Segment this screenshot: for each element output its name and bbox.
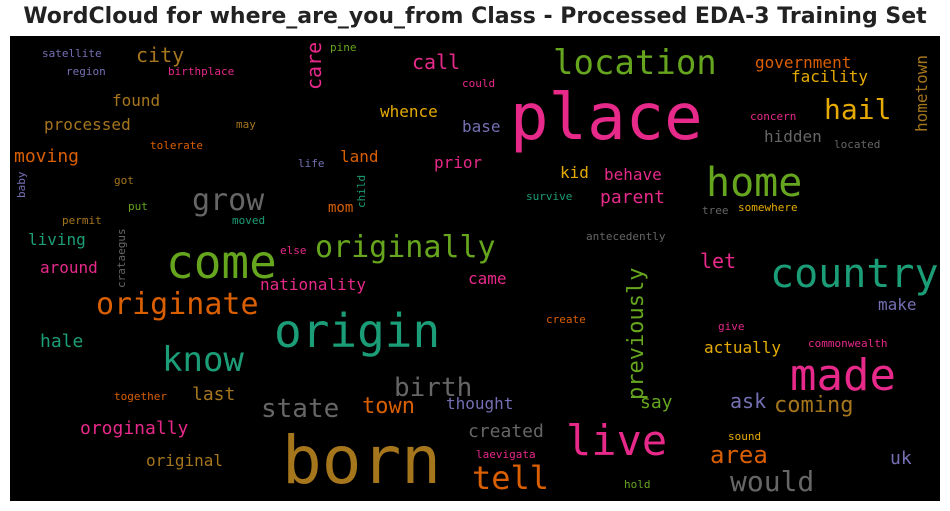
word-base: base — [462, 117, 501, 136]
word-baby: baby — [15, 171, 28, 199]
word-last: last — [192, 384, 236, 405]
word-could: could — [462, 77, 496, 90]
word-else: else — [280, 244, 307, 257]
word-put: put — [128, 200, 148, 213]
word-origin: origin — [274, 304, 441, 358]
word-state: state — [261, 394, 340, 424]
word-would: would — [730, 465, 815, 498]
word-living: living — [28, 230, 86, 249]
word-tolerate: tolerate — [150, 139, 203, 152]
word-together: together — [114, 390, 167, 403]
word-processed: processed — [44, 115, 131, 134]
word-coming: coming — [774, 393, 854, 418]
word-whence: whence — [380, 102, 438, 121]
word-originally: originally — [315, 230, 496, 265]
word-call: call — [412, 50, 461, 74]
word-hold: hold — [624, 478, 651, 491]
word-kid: kid — [560, 163, 589, 182]
word-around: around — [40, 258, 98, 277]
word-made: made — [790, 350, 896, 401]
word-got: got — [114, 174, 134, 187]
word-live: live — [566, 416, 668, 465]
word-commonwealth: commonwealth — [808, 337, 888, 350]
word-make: make — [878, 295, 917, 314]
word-moving: moving — [14, 146, 80, 167]
word-satellite: satellite — [42, 47, 102, 60]
word-life: life — [298, 157, 325, 170]
word-laevigata: laevigata — [476, 448, 536, 461]
word-care: care — [302, 41, 326, 90]
word-government: government — [755, 53, 852, 72]
word-original: original — [146, 451, 224, 470]
word-actually: actually — [704, 338, 782, 357]
word-previously: previously — [624, 267, 649, 400]
word-create: create — [546, 313, 586, 326]
word-somewhere: somewhere — [738, 201, 798, 214]
word-crataegus: crataegus — [115, 228, 128, 288]
word-town: town — [362, 394, 415, 419]
word-antecedently: antecedently — [586, 230, 666, 243]
word-tree: tree — [702, 204, 729, 217]
word-moved: moved — [232, 214, 266, 227]
word-oroginally: oroginally — [80, 418, 189, 439]
word-located: located — [834, 138, 881, 151]
word-give: give — [718, 320, 745, 333]
word-come: come — [166, 235, 277, 289]
word-hale: hale — [40, 331, 84, 352]
word-survive: survive — [526, 190, 573, 203]
word-tell: tell — [472, 459, 550, 497]
word-child: child — [355, 174, 368, 208]
word-pine: pine — [330, 41, 357, 54]
word-cloud: place born origin come country made home… — [10, 36, 940, 501]
word-birth: birth — [394, 373, 473, 403]
word-hidden: hidden — [764, 127, 822, 146]
word-found: found — [112, 91, 161, 110]
word-mom: mom — [328, 200, 354, 216]
word-prior: prior — [434, 153, 483, 172]
word-originate: originate — [96, 287, 259, 322]
word-born: born — [282, 422, 441, 499]
word-created: created — [468, 421, 544, 442]
word-place: place — [510, 81, 703, 155]
word-parent: parent — [600, 187, 666, 208]
word-came: came — [468, 269, 507, 288]
word-thought: thought — [446, 394, 514, 413]
word-say: say — [640, 392, 673, 413]
word-behave: behave — [604, 165, 662, 184]
word-facility: facility — [791, 67, 869, 86]
word-permit: permit — [62, 214, 102, 227]
word-ask: ask — [730, 389, 767, 413]
word-know: know — [162, 340, 244, 380]
word-hometown: hometown — [912, 54, 931, 132]
word-country: country — [770, 251, 939, 297]
word-area: area — [710, 441, 768, 469]
word-concern: concern — [750, 110, 797, 123]
word-uk: uk — [890, 448, 912, 469]
word-land: land — [340, 147, 379, 166]
word-sound: sound — [728, 430, 762, 443]
word-city: city — [136, 43, 185, 67]
word-hail: hail — [824, 93, 892, 126]
chart-title: WordCloud for where_are_you_from Class -… — [23, 4, 927, 29]
word-region: region — [66, 65, 106, 78]
word-nationality: nationality — [260, 275, 366, 294]
word-may: may — [236, 118, 256, 131]
word-home: home — [706, 160, 803, 206]
word-grow: grow — [192, 183, 265, 218]
word-let: let — [700, 249, 737, 273]
word-location: location — [553, 43, 717, 83]
word-birthplace: birthplace — [168, 65, 235, 78]
